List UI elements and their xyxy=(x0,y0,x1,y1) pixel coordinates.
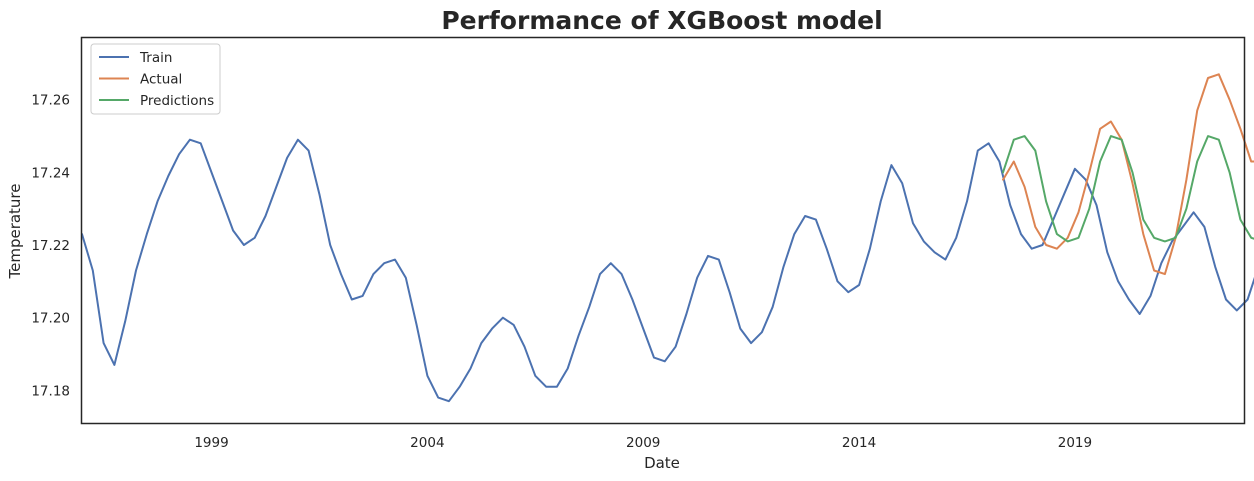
legend-label: Actual xyxy=(140,72,182,88)
x-tick-label: 2014 xyxy=(842,435,876,451)
y-axis-label: Temperature xyxy=(6,183,24,279)
series-line-predictions xyxy=(1002,135,1254,243)
y-tick-label: 17.18 xyxy=(31,383,70,399)
legend-box xyxy=(90,43,221,115)
series-layer xyxy=(81,73,1254,403)
y-tick-label: 17.26 xyxy=(31,93,70,109)
x-tick-label: 1999 xyxy=(194,435,228,451)
y-axis-ticks: 17.18 17.20 17.22 17.24 17.26 xyxy=(31,93,70,400)
series-line-actual xyxy=(1002,73,1254,276)
chart-title: Performance of XGBoost model xyxy=(441,6,882,35)
legend-label: Train xyxy=(139,50,172,66)
x-axis-label: Date xyxy=(644,454,680,472)
legend-label: Predictions xyxy=(140,93,214,109)
series-line-train xyxy=(81,138,1254,403)
x-tick-label: 2009 xyxy=(626,435,660,451)
plot-frame xyxy=(80,36,1246,425)
y-tick-label: 17.20 xyxy=(31,311,70,327)
x-tick-label: 2004 xyxy=(410,435,444,451)
legend: Train Actual Predictions xyxy=(90,43,221,115)
y-tick-label: 17.22 xyxy=(31,238,70,254)
x-tick-label: 2019 xyxy=(1058,435,1092,451)
y-tick-label: 17.24 xyxy=(31,165,70,181)
x-axis-ticks: 1999 2004 2009 2014 2019 xyxy=(194,435,1092,451)
